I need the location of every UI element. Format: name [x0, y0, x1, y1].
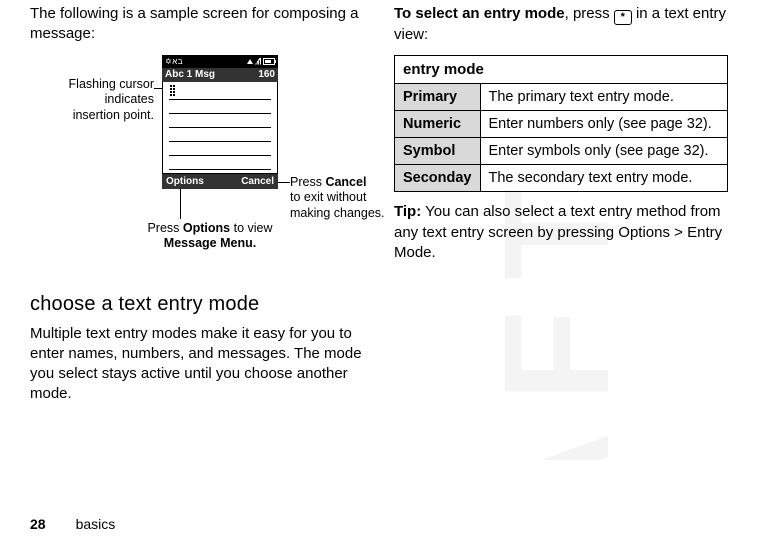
phone-diagram: Flashing cursor indicates insertion poin… — [30, 55, 364, 275]
page-footer: 28 basics — [30, 516, 115, 532]
header-right: 160 — [258, 69, 275, 80]
battery-icon — [263, 58, 275, 65]
star-key-icon: * — [614, 10, 632, 25]
table-row: Symbol Enter symbols only (see page 32). — [395, 138, 728, 165]
lead-cancel — [278, 182, 290, 183]
select-mode-text: To select an entry mode, press * in a te… — [394, 4, 728, 45]
phone-header: Abc 1 Msg 160 — [162, 68, 278, 82]
callout-cursor: Flashing cursor indicates insertion poin… — [24, 77, 154, 124]
table-row: Primary The primary text entry mode. — [395, 84, 728, 111]
right-column: To select an entry mode, press * in a te… — [394, 4, 728, 415]
table-header: entry mode — [395, 56, 728, 84]
status-glyphs: ✡בא — [165, 57, 183, 66]
callout-cancel: Press Cancel to exit without making chan… — [290, 175, 400, 222]
heading-choose-mode: choose a text entry mode — [30, 293, 364, 316]
phone-statusbar: ✡בא — [162, 55, 278, 68]
table-row: Seconday The secondary text entry mode. — [395, 165, 728, 192]
left-column: The following is a sample screen for com… — [30, 4, 364, 415]
tip-text: Tip: You can also select a text entry me… — [394, 202, 728, 263]
phone-softkeys: Options Cancel — [162, 174, 278, 189]
softkey-cancel: Cancel — [241, 176, 274, 187]
intro-text: The following is a sample screen for com… — [30, 4, 364, 45]
section-name: basics — [76, 516, 116, 532]
signal-icon — [255, 58, 261, 65]
callout-options: Press Options to view Message Menu. — [130, 221, 290, 252]
entry-mode-table: entry mode Primary The primary text entr… — [394, 55, 728, 192]
page-number: 28 — [30, 516, 46, 532]
cursor-icon — [169, 85, 177, 95]
phone-mock: ✡בא Abc 1 Msg 160 — [162, 55, 278, 189]
header-left: Abc 1 Msg — [165, 69, 215, 80]
softkey-options: Options — [166, 176, 204, 187]
table-row: Numeric Enter numbers only (see page 32)… — [395, 111, 728, 138]
para-modes: Multiple text entry modes make it easy f… — [30, 324, 364, 405]
signal-up-icon — [247, 59, 253, 64]
phone-body — [162, 82, 278, 174]
lead-options — [180, 189, 181, 219]
